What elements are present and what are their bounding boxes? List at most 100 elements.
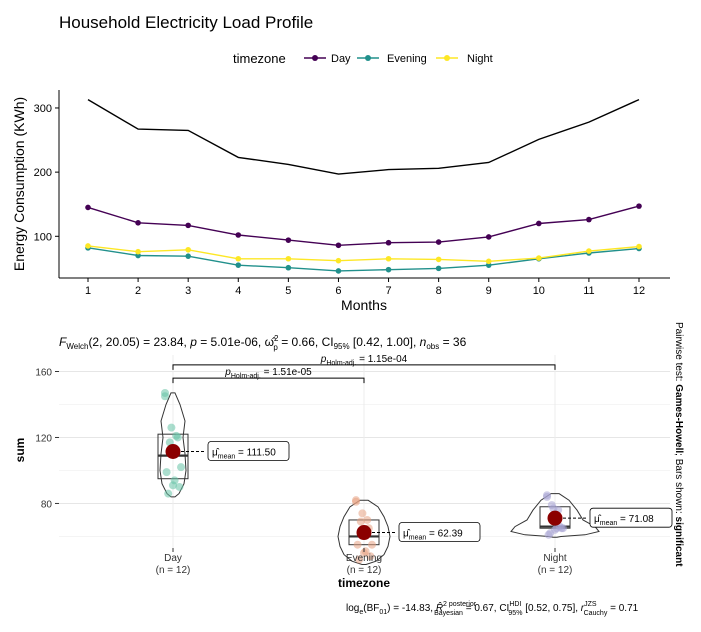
bottom-x-axis-label: timezone	[338, 576, 390, 590]
bayes-d: ) = -14.83,	[387, 603, 436, 614]
mean-label-box-evening	[398, 522, 481, 542]
point-evening	[353, 540, 362, 549]
point-night	[586, 248, 592, 254]
bottom-x-tick-label: Day	[164, 553, 182, 564]
bayes-e: = 0.67, CI	[463, 603, 509, 614]
bayes-c: 01	[379, 609, 387, 616]
top-x-tick-label: 5	[285, 285, 291, 297]
point-day	[173, 433, 182, 442]
top-x-ticks: 1 2 3 4 5 6 7 8 9 10 11 12	[85, 278, 645, 297]
bracket-day-night	[172, 364, 556, 370]
point-day	[177, 463, 185, 472]
point-evening	[360, 548, 368, 557]
line-night	[87, 245, 640, 263]
top-y-tick-label: 200	[34, 167, 52, 179]
bottom-y-tick-label: 160	[35, 367, 52, 378]
bottom-x-tick-label: Evening	[346, 553, 382, 564]
top-x-tick-label: 2	[135, 285, 141, 297]
stats-n-val: = 36	[439, 335, 466, 349]
point-night	[135, 248, 141, 255]
bayes-ci-sup: HDI	[509, 601, 521, 608]
legend-marker-evening	[365, 55, 371, 61]
bayes-caption: loge(BF01) = -14.83, R̂2 posterior Bayesi…	[346, 600, 639, 617]
point-night	[544, 530, 553, 539]
bottom-y-axis-label: sum	[13, 438, 27, 463]
point-evening	[235, 262, 242, 268]
stats-welch-args: (2, 20.05) = 23.84,	[88, 335, 190, 349]
point-night	[335, 257, 342, 264]
line-evening	[87, 247, 640, 272]
point-evening	[366, 552, 375, 561]
stats-header: FWelch(2, 20.05) = 23.84, p = 5.01e-06, …	[59, 334, 467, 352]
top-x-tick-label: 11	[583, 285, 594, 297]
point-evening	[352, 497, 360, 506]
point-evening	[368, 540, 376, 549]
point-night	[485, 258, 492, 265]
significance-brackets: pHolm-adj. = 1.51e-05 pHolm-adj. = 1.15e-…	[172, 354, 556, 384]
mean-label-night: μ̂mean = 71.08	[594, 513, 654, 527]
bottom-x-tick-n: (n = 12)	[538, 565, 573, 576]
point-night	[536, 255, 542, 261]
point-day	[335, 242, 342, 249]
point-evening	[135, 252, 141, 259]
bracket-day-evening	[172, 377, 365, 384]
bayes-a: log	[346, 603, 359, 614]
stats-omega-val: = 0.66, CI	[278, 335, 334, 349]
bayes-b: (BF	[363, 603, 379, 614]
legend-title: timezone	[233, 51, 286, 66]
top-x-tick-label: 8	[436, 285, 442, 297]
point-day	[175, 482, 184, 491]
top-y-tick-label: 300	[34, 103, 52, 115]
point-day	[385, 239, 392, 246]
stats-ci-val: [0.42, 1.00],	[350, 335, 420, 349]
mean-label-box-night	[589, 507, 673, 528]
point-evening	[285, 264, 292, 271]
top-y-ticks: 100 200 300	[34, 103, 59, 243]
bracket-label: pHolm-adj. = 1.15e-04	[320, 354, 408, 367]
bottom-y-tick-label: 120	[35, 433, 52, 444]
point-day	[235, 232, 242, 238]
point-day	[169, 481, 177, 490]
legend-label-day: Day	[331, 53, 351, 65]
point-evening	[185, 253, 191, 259]
bottom-y-tick-label: 80	[41, 499, 53, 510]
point-night	[85, 243, 91, 249]
mean-label-box-day	[207, 441, 290, 461]
point-night	[385, 255, 392, 262]
point-evening	[385, 266, 392, 273]
legend-marker-night	[444, 55, 450, 61]
mean-marker-night	[547, 510, 563, 526]
point-day	[162, 468, 171, 477]
point-day	[485, 234, 492, 240]
point-night	[235, 255, 242, 262]
point-evening	[335, 268, 342, 274]
mean-label-evening: μ̂mean = 62.39	[403, 528, 463, 542]
pairwise-d: significant	[673, 517, 684, 568]
mean-marker-evening	[356, 525, 372, 541]
top-x-tick-label: 7	[385, 285, 391, 297]
top-y-tick-label: 100	[34, 231, 52, 243]
line-total	[87, 98, 640, 175]
point-evening	[363, 515, 372, 524]
bottom-x-tick-n: (n = 12)	[347, 565, 382, 576]
point-night	[435, 256, 442, 263]
pairwise-caption: Pairwise test: Games-Howell; Bars shown:…	[673, 322, 684, 567]
bayes-r-sup: JZS	[584, 601, 597, 608]
bayes-g: = 0.71	[607, 603, 638, 614]
point-day	[435, 239, 442, 245]
bayes-sub: Bayesian	[434, 610, 463, 617]
bayes-f: [0.52, 0.75],	[522, 603, 580, 614]
bottom-y-ticks: 80 120 160	[35, 367, 59, 510]
point-night	[285, 255, 292, 262]
bayes-r-sub: Cauchy	[584, 610, 608, 617]
point-evening	[355, 555, 364, 564]
bottom-x-tick-n: (n = 12)	[156, 565, 191, 576]
point-evening	[358, 509, 367, 518]
point-night	[543, 492, 551, 501]
point-night	[549, 504, 558, 513]
bracket-label: pHolm-adj. = 1.51e-05	[224, 367, 312, 380]
mean-marker-day	[165, 444, 181, 459]
line-day	[87, 205, 640, 247]
legend-item-day: Day	[304, 53, 351, 65]
